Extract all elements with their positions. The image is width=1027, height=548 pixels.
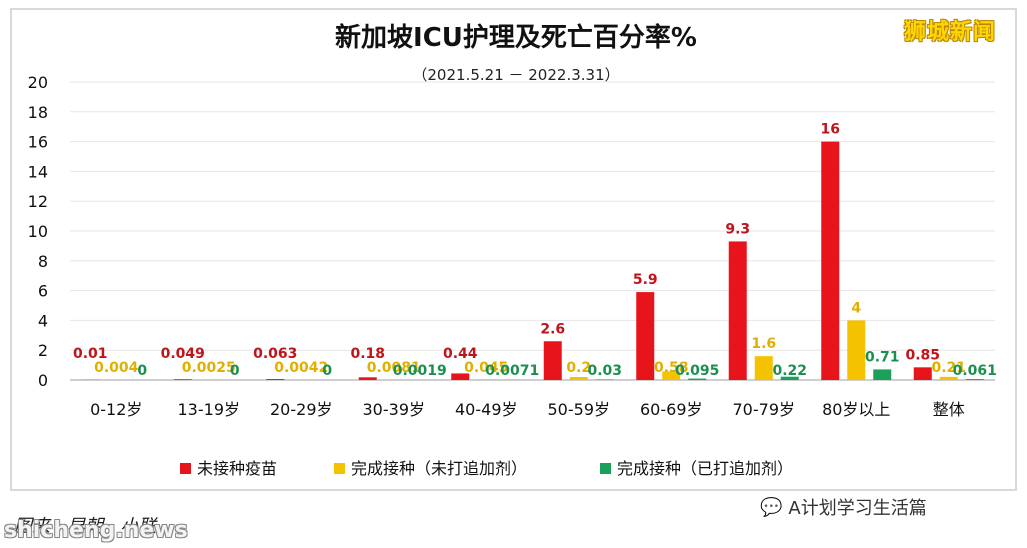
x-tick-label: 60-69岁 xyxy=(640,400,703,419)
chart-title: 新加坡ICU护理及死亡百分率% xyxy=(335,22,697,53)
data-label: 16 xyxy=(821,122,840,138)
account-name: A计划学习生活篇 xyxy=(788,498,927,519)
bar xyxy=(780,376,799,380)
site-watermark: shicheng.news xyxy=(4,518,188,543)
bar xyxy=(543,341,562,380)
data-label: 0.58 xyxy=(654,360,689,376)
data-label: 0.03 xyxy=(587,363,622,379)
x-tick-label: 40-49岁 xyxy=(455,400,518,419)
data-label: 1.6 xyxy=(751,336,776,352)
source-caption: 图来 · 早朝 · 小联 xyxy=(14,516,157,537)
data-label: 0.22 xyxy=(772,363,807,379)
bar xyxy=(728,241,747,380)
data-label: 2.6 xyxy=(540,321,565,337)
bar xyxy=(821,141,840,380)
y-tick-label: 10 xyxy=(28,222,48,241)
bar xyxy=(173,379,192,380)
brand-logo-text: 狮城新闻 xyxy=(904,20,997,45)
x-tick-label: 20-29岁 xyxy=(270,400,333,419)
bar xyxy=(266,379,285,380)
x-tick-label: 整体 xyxy=(933,400,965,419)
chart-frame xyxy=(10,8,1017,491)
bar xyxy=(913,367,932,380)
data-label: 0.85 xyxy=(905,347,940,363)
x-tick-label: 50-59岁 xyxy=(548,400,611,419)
x-axis: 0-12岁 13-19岁 20-29岁 30-39岁 40-49岁 50-59岁 60-69… xyxy=(90,400,965,419)
data-label: 9.3 xyxy=(725,221,750,237)
data-label: 0.0081 xyxy=(367,360,421,376)
account-caption: 💬 A计划学习生活篇 xyxy=(760,494,927,520)
data-label: 0 xyxy=(230,363,240,379)
x-tick-label: 70-79岁 xyxy=(733,400,796,419)
data-label: 0.71 xyxy=(865,349,900,365)
legend-label: 未接种疫苗 xyxy=(197,459,277,478)
legend-label: 完成接种（未打追加剂） xyxy=(351,459,527,478)
data-label: 0 xyxy=(137,363,147,379)
y-tick-label: 12 xyxy=(28,192,48,211)
y-tick-label: 4 xyxy=(38,311,48,330)
data-label: 0.44 xyxy=(443,346,478,362)
bar xyxy=(873,369,892,380)
bar xyxy=(451,373,470,380)
y-tick-label: 20 xyxy=(28,73,48,92)
data-label: 0.01 xyxy=(73,346,108,362)
y-tick-label: 16 xyxy=(28,133,48,152)
x-tick-label: 80岁以上 xyxy=(822,400,890,419)
data-label: 0.004 xyxy=(94,360,139,376)
legend: 未接种疫苗 完成接种（未打追加剂） 完成接种（已打追加剂） xyxy=(180,459,793,478)
bar xyxy=(477,379,496,380)
legend-swatch xyxy=(180,463,191,474)
y-tick-label: 8 xyxy=(38,252,48,271)
data-label: 0.0025 xyxy=(182,360,236,376)
y-tick-label: 2 xyxy=(38,341,48,360)
chart-subtitle: （2021.5.21 － 2022.3.31） xyxy=(412,66,619,84)
x-tick-label: 0-12岁 xyxy=(90,400,142,419)
data-label: 0.061 xyxy=(953,363,997,379)
data-label: 0.049 xyxy=(161,346,205,362)
data-label: 0.095 xyxy=(675,363,719,379)
y-tick-label: 18 xyxy=(28,103,48,122)
bar xyxy=(662,371,681,380)
data-label: 4 xyxy=(851,300,861,316)
bar xyxy=(754,356,773,380)
y-tick-label: 14 xyxy=(28,162,48,181)
data-label: 0.0042 xyxy=(274,360,328,376)
data-label: 0.2 xyxy=(566,360,591,376)
grid-lines xyxy=(70,81,995,351)
bars-group: 0.010.00400.0490.002500.0630.004200.180.… xyxy=(73,122,997,380)
legend-label: 完成接种（已打追加剂） xyxy=(617,459,793,478)
bar xyxy=(688,378,707,380)
x-tick-label: 13-19岁 xyxy=(178,400,241,419)
data-label: 0.045 xyxy=(464,360,508,376)
y-tick-label: 0 xyxy=(38,371,48,390)
data-label: 0 xyxy=(322,363,332,379)
wechat-icon: 💬 xyxy=(760,496,783,518)
y-axis: 0 2 4 6 8 10 12 14 16 18 20 xyxy=(28,73,995,390)
data-label: 0.0071 xyxy=(485,363,539,379)
bar xyxy=(569,377,588,380)
data-label: 0.063 xyxy=(253,346,297,362)
bar xyxy=(847,320,866,380)
y-tick-label: 6 xyxy=(38,282,48,301)
legend-swatch xyxy=(600,463,611,474)
legend-swatch xyxy=(334,463,345,474)
data-label: 5.9 xyxy=(633,272,658,288)
bar xyxy=(965,379,984,380)
data-label: 0.18 xyxy=(350,346,385,362)
bar xyxy=(636,292,655,380)
data-label: 0.0019 xyxy=(393,363,447,379)
data-label: 0.21 xyxy=(931,360,966,376)
bar xyxy=(358,377,377,380)
x-tick-label: 30-39岁 xyxy=(363,400,426,419)
bar xyxy=(939,376,958,380)
